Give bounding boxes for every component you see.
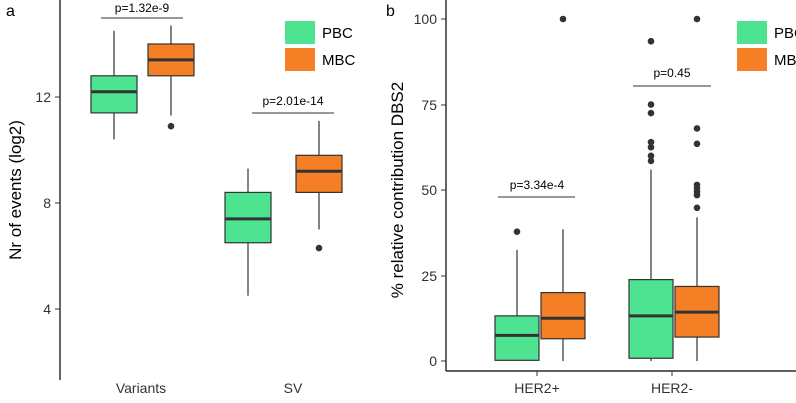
plot-a-xtick-label: SV bbox=[284, 380, 303, 396]
pvalue-label: p=1.32e-9 bbox=[115, 1, 170, 15]
plot-b-ytick-label: 25 bbox=[421, 268, 437, 284]
outlier-point-pbc bbox=[513, 228, 521, 236]
panel-a-label: a bbox=[6, 3, 15, 20]
plot-b-ytick-label: 0 bbox=[429, 353, 437, 369]
plot-b-xtick-label: HER2- bbox=[651, 380, 693, 396]
pvalue-label: p=0.45 bbox=[653, 66, 690, 80]
outlier-point-pbc bbox=[647, 109, 655, 117]
plot-a-ytick-label: 8 bbox=[43, 195, 51, 211]
plot-b-ytick-label: 50 bbox=[421, 182, 437, 198]
outlier-point-pbc bbox=[647, 37, 655, 45]
outlier-point-mbc bbox=[693, 181, 701, 189]
outlier-point-mbc bbox=[167, 122, 175, 130]
plot-a-ytick-label: 12 bbox=[35, 89, 51, 105]
outlier-point-pbc bbox=[647, 138, 655, 146]
outlier-point-pbc bbox=[647, 101, 655, 108]
box-pbc bbox=[494, 315, 540, 361]
outlier-point-pbc bbox=[647, 152, 655, 160]
plot-a: 12 8 4 Nr of events (log2) Variants SV P… bbox=[6, 0, 356, 396]
outlier-point-mbc bbox=[693, 125, 701, 132]
legend-label-mbc: MBC bbox=[322, 52, 356, 69]
outlier-point-mbc bbox=[559, 15, 567, 23]
plot-b-xtick-label: HER2+ bbox=[514, 380, 560, 396]
plot-b-y-axis-title: % relative contribution DBS2 bbox=[388, 82, 407, 298]
pvalue-label: p=2.01e-14 bbox=[262, 94, 323, 108]
legend-label-pbc: PBC bbox=[774, 25, 796, 42]
box-pbc bbox=[90, 75, 138, 114]
plot-a-xtick-label: Variants bbox=[116, 380, 166, 396]
plot-a-boxes bbox=[90, 25, 343, 296]
pvalue-label: p=3.34e-4 bbox=[510, 178, 565, 192]
plot-b: 100 75 50 25 0 % relative contribution D… bbox=[388, 0, 796, 396]
outlier-point-pbc bbox=[647, 143, 655, 151]
outlier-point-mbc bbox=[693, 140, 701, 148]
outlier-point-mbc bbox=[693, 204, 701, 212]
legend-swatch-mbc bbox=[737, 48, 767, 71]
legend-swatch-pbc bbox=[285, 21, 315, 44]
plot-a-ytick-label: 4 bbox=[43, 301, 51, 317]
plot-b-ytick-label: 75 bbox=[421, 97, 437, 113]
legend-label-mbc: MBC bbox=[774, 52, 796, 69]
plot-a-y-axis-title: Nr of events (log2) bbox=[6, 120, 25, 260]
box-mbc bbox=[540, 292, 586, 340]
plot-b-boxes bbox=[494, 15, 720, 361]
legend-swatch-pbc bbox=[737, 21, 767, 44]
outlier-point-mbc bbox=[693, 15, 701, 23]
outlier-point-mbc bbox=[315, 244, 323, 252]
box-mbc bbox=[295, 154, 343, 194]
box-pbc bbox=[628, 279, 674, 359]
legend-swatch-mbc bbox=[285, 48, 315, 71]
panel-b-label: b bbox=[386, 3, 395, 20]
outlier-point-pbc bbox=[647, 157, 655, 165]
legend-label-pbc: PBC bbox=[322, 25, 353, 42]
plot-b-ytick-label: 100 bbox=[414, 11, 438, 27]
